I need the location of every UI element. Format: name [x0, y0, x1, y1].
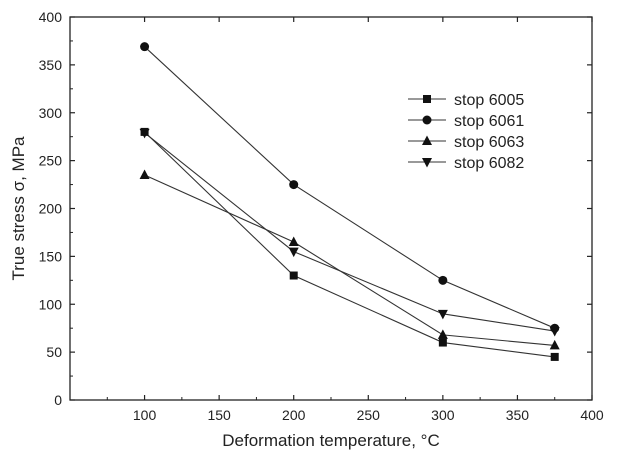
legend-marker	[423, 95, 431, 103]
data-point	[289, 180, 299, 190]
series-line-2	[144, 46, 555, 329]
data-point	[139, 169, 150, 179]
legend-item: stop 6063	[408, 134, 524, 151]
legend-item: stop 6061	[408, 113, 524, 130]
data-point	[549, 339, 560, 350]
x-tick-label: 100	[133, 407, 157, 423]
series-lines	[144, 46, 555, 358]
x-tick-label: 300	[431, 407, 455, 423]
data-point	[288, 247, 299, 258]
series-line-3	[144, 174, 555, 346]
series-markers	[139, 42, 560, 361]
x-axis-title: Deformation temperature, °C	[222, 431, 440, 450]
data-point	[288, 236, 299, 247]
data-point	[437, 309, 448, 320]
y-tick-label: 50	[46, 344, 62, 360]
data-point	[438, 275, 448, 285]
y-tick-label: 350	[39, 57, 63, 73]
legend-item: stop 6005	[408, 92, 524, 109]
y-tick-label: 100	[39, 296, 63, 312]
x-tick-label: 150	[207, 407, 231, 423]
legend-label: stop 6063	[454, 134, 524, 151]
y-tick-label: 150	[39, 248, 63, 264]
y-tick-label: 200	[39, 201, 63, 217]
series-line-1	[144, 131, 555, 358]
data-point	[549, 327, 560, 337]
data-point	[289, 271, 298, 280]
legend-item: stop 6082	[408, 155, 524, 172]
y-tick-label: 400	[39, 9, 63, 25]
y-axis-title: True stress σ, MPa	[9, 136, 28, 281]
legend-marker	[422, 158, 432, 168]
legend-label: stop 6061	[454, 113, 524, 130]
x-tick-label: 400	[580, 407, 604, 423]
x-tick-label: 350	[506, 407, 530, 423]
x-axis: 100 150 200 250 300 350 400	[106, 17, 604, 423]
series-line-4	[144, 132, 555, 332]
data-point	[139, 128, 150, 139]
legend-marker	[422, 135, 432, 145]
x-tick-label: 200	[282, 407, 306, 423]
data-point	[550, 352, 559, 361]
y-tick-label: 300	[39, 105, 63, 121]
x-tick-label: 250	[357, 407, 381, 423]
data-point	[140, 42, 150, 52]
y-tick-label: 0	[54, 392, 62, 408]
legend: stop 6005 stop 6061 stop 6063 stop 6082	[408, 92, 524, 172]
y-tick-label: 250	[39, 153, 63, 169]
data-point	[438, 338, 447, 347]
legend-marker	[422, 115, 432, 125]
data-point	[437, 329, 448, 339]
legend-label: stop 6005	[454, 92, 524, 109]
y-axis: 0 50 100 150 200 250 300 350 400	[39, 9, 592, 408]
legend-label: stop 6082	[454, 155, 524, 172]
